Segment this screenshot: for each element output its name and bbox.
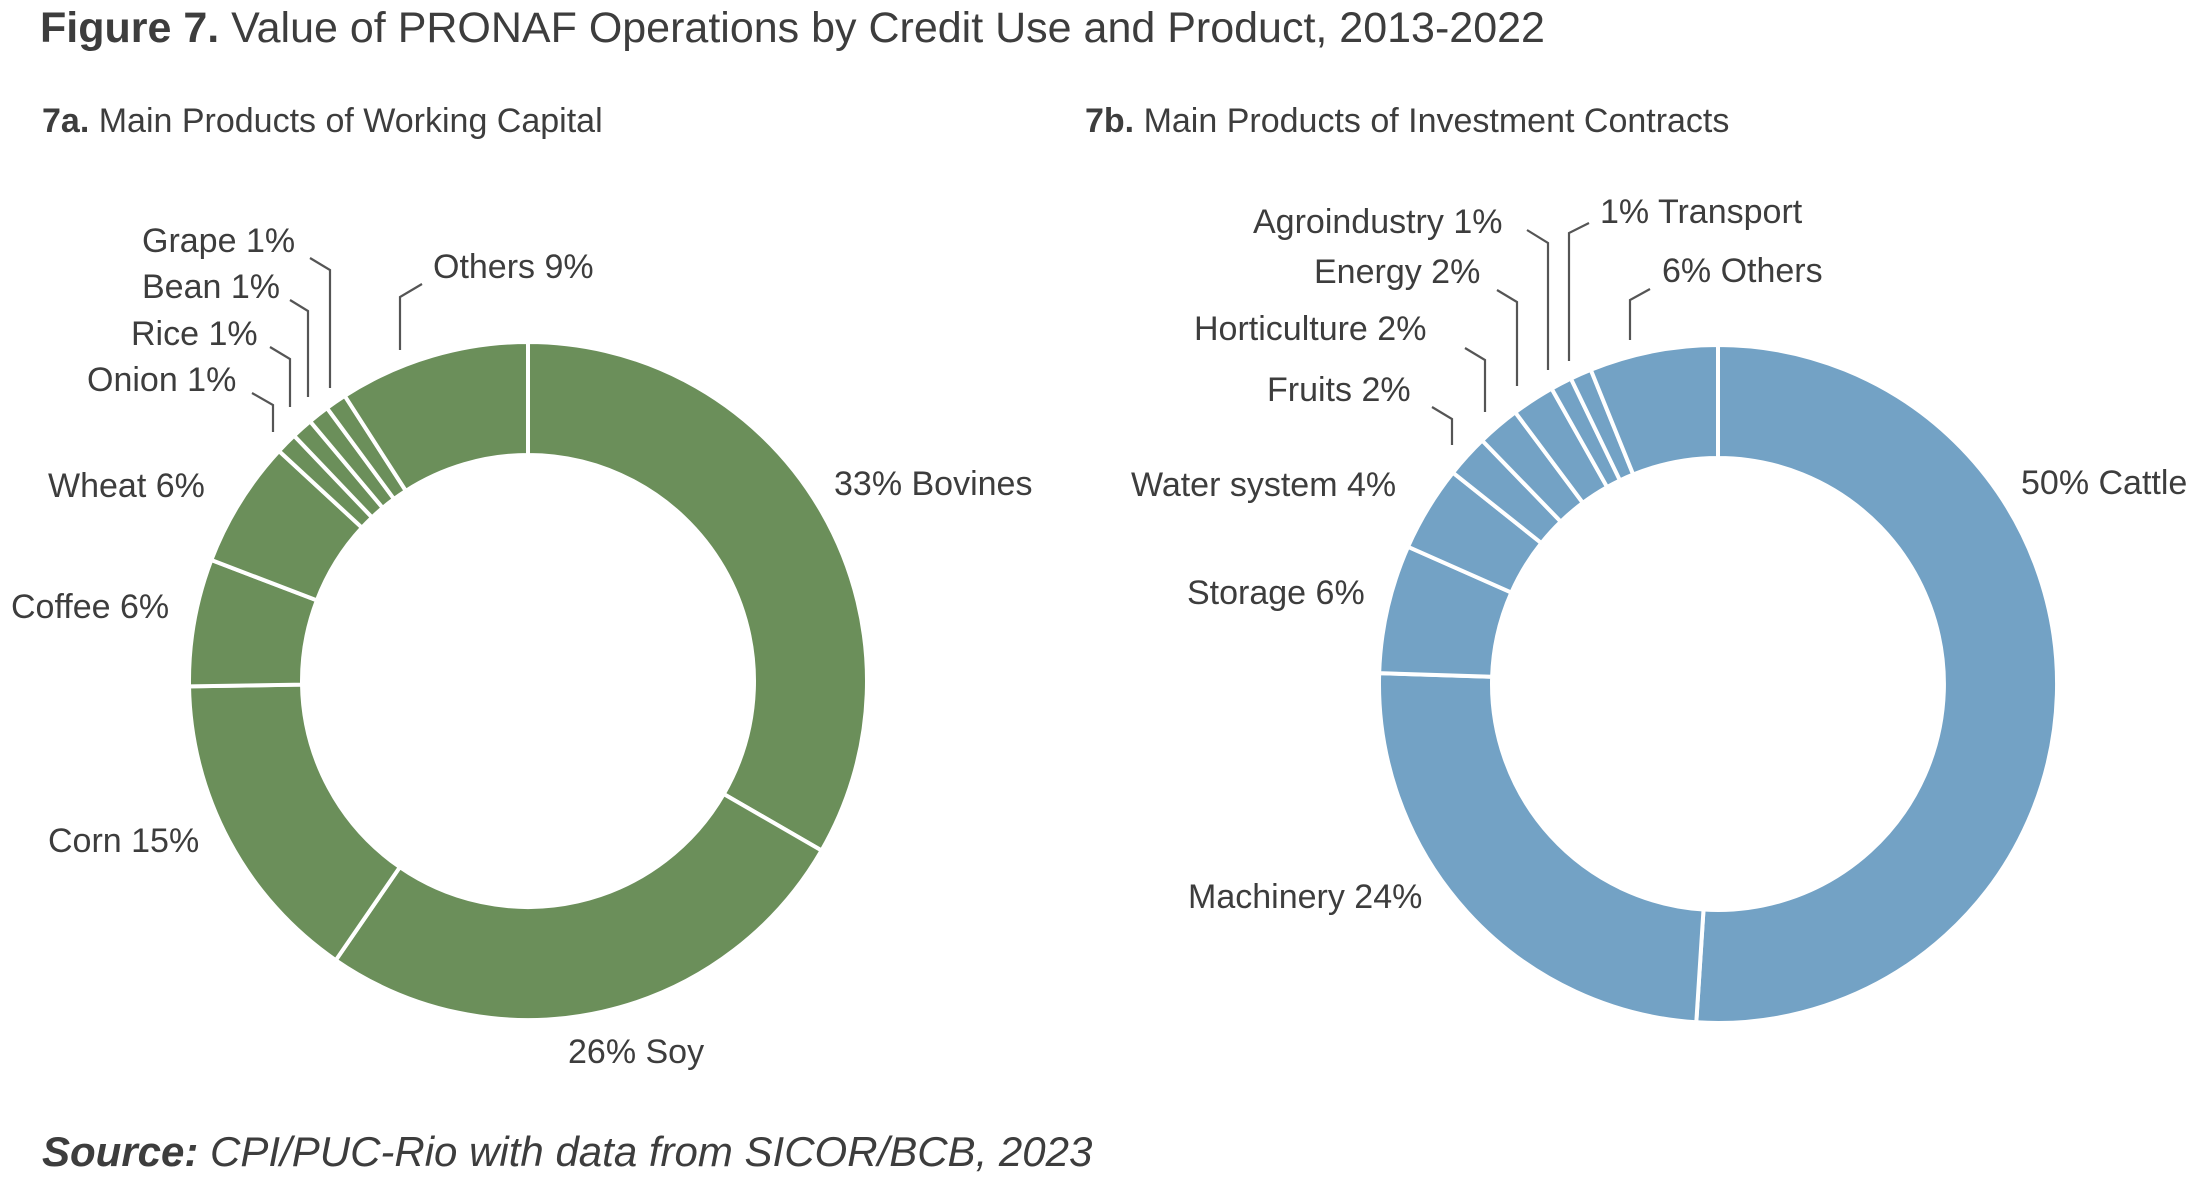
ic-label-storage: Storage 6% xyxy=(1187,574,1365,612)
ic-label-machinery: Machinery 24% xyxy=(1188,878,1422,916)
donut-chart-working-capital: 33% Bovines 26% Soy Corn 15% Coffee 6% Wheat… xyxy=(11,222,1032,1071)
wc-label-coffee: Coffee 6% xyxy=(11,588,169,626)
ic-slice-others xyxy=(1588,342,1720,478)
ic-leader-line-transport xyxy=(1567,222,1590,361)
figure-label: Figure 7. xyxy=(40,4,220,52)
wc-slice-bovines xyxy=(526,339,869,854)
wc-label-grape: Grape 1% xyxy=(142,222,295,260)
wc-leader-line-others xyxy=(398,283,423,350)
panel-b-title-text: Main Products of Investment Contracts xyxy=(1143,102,1730,140)
ic-label-cattle: 50% Cattle xyxy=(2021,464,2187,502)
wc-slice-soy xyxy=(332,791,825,1022)
wc-label-wheat: Wheat 6% xyxy=(48,467,205,505)
wc-label-others: Others 9% xyxy=(433,248,594,286)
wc-label-corn: Corn 15% xyxy=(48,822,199,860)
ic-slice-cattle xyxy=(1694,342,2060,1025)
wc-label-soy: 26% Soy xyxy=(568,1033,704,1071)
ic-leader-line-agroindustry xyxy=(1526,229,1550,370)
panel-b-label: 7b. xyxy=(1085,102,1135,140)
figure-title: Figure 7. Value of PRONAF Operations by … xyxy=(40,2,1545,54)
ic-label-agroindustry: Agroindustry 1% xyxy=(1253,203,1502,241)
ic-leader-line-energy xyxy=(1496,289,1519,386)
ic-slice-machinery xyxy=(1377,671,1706,1025)
panel-a-title-text: Main Products of Working Capital xyxy=(98,102,603,140)
wc-leader-line-onion xyxy=(251,392,275,432)
ic-label-transport: 1% Transport xyxy=(1600,193,1803,231)
wc-label-onion: Onion 1% xyxy=(87,361,236,399)
wc-leader-line-grape xyxy=(309,257,332,388)
ic-leader-line-horticulture xyxy=(1464,347,1487,412)
ic-leader-line-fruits xyxy=(1431,406,1454,445)
wc-label-bovines: 33% Bovines xyxy=(834,465,1032,503)
panel-a-label: 7a. xyxy=(42,102,90,140)
wc-slice-others xyxy=(341,339,530,494)
panel-b-title: 7b. Main Products of Investment Contract… xyxy=(1085,100,1729,142)
panel-a-title: 7a. Main Products of Working Capital xyxy=(42,100,603,142)
ic-leader-line-others xyxy=(1628,288,1651,340)
ic-label-horticulture: Horticulture 2% xyxy=(1194,310,1426,348)
ic-label-fruits: Fruits 2% xyxy=(1267,371,1411,409)
wc-label-rice: Rice 1% xyxy=(131,315,258,353)
ic-label-energy: Energy 2% xyxy=(1314,253,1480,291)
source-text: CPI/PUC-Rio with data from SICOR/BCB, 20… xyxy=(210,1128,1093,1175)
donut-chart-investment-contracts: 50% Cattle Machinery 24% Storage 6% Water s… xyxy=(1131,193,2187,1025)
wc-leader-line-rice xyxy=(269,346,292,407)
source-label: Source: xyxy=(42,1128,199,1175)
figure-title-text: Value of PRONAF Operations by Credit Use… xyxy=(231,4,1545,52)
wc-leader-line-bean xyxy=(289,299,310,397)
source-note: Source: CPI/PUC-Rio with data from SICOR… xyxy=(42,1128,1092,1176)
ic-label-water-system: Water system 4% xyxy=(1131,466,1396,504)
ic-label-others: 6% Others xyxy=(1662,252,1823,290)
wc-label-bean: Bean 1% xyxy=(142,268,280,306)
